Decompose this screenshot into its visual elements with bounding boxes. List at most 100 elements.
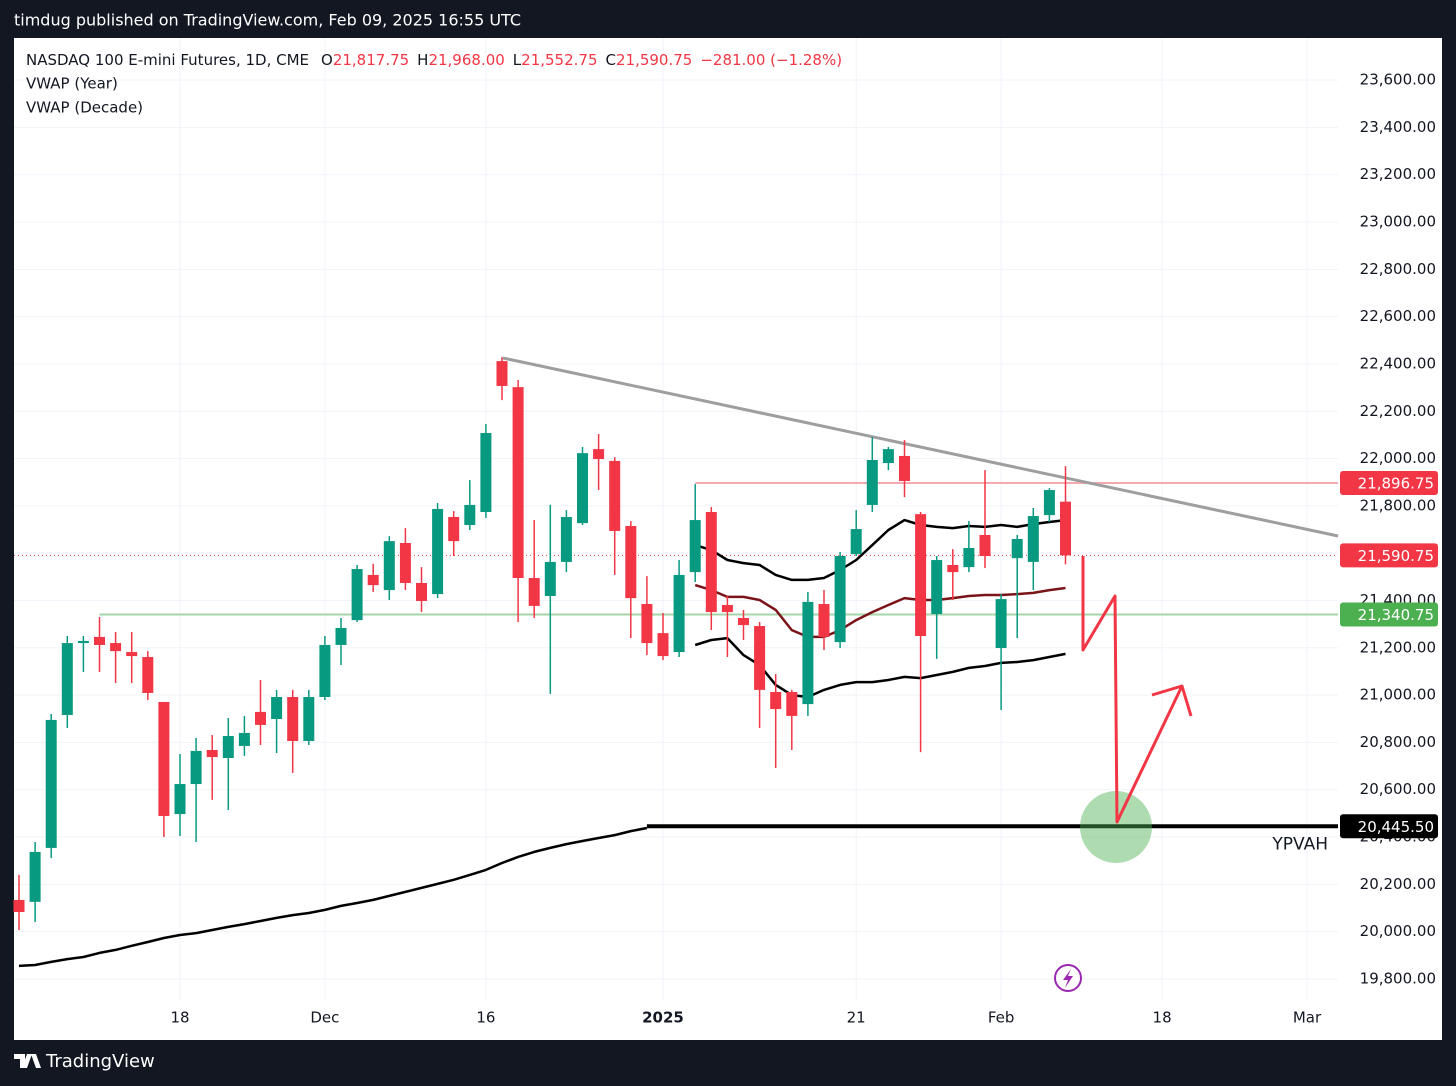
candle-body — [995, 599, 1007, 649]
candle-body — [657, 633, 669, 657]
x-tick-label: 16 — [476, 1009, 495, 1027]
candle-body — [222, 736, 234, 759]
brand-logo: TradingView — [14, 1051, 155, 1072]
candle-body — [77, 640, 89, 644]
candle-body — [963, 547, 975, 568]
y-tick-label: 20,600.00 — [1360, 780, 1436, 798]
x-tick-label: 18 — [170, 1009, 189, 1027]
y-tick-label: 23,400.00 — [1360, 118, 1436, 136]
indicator-label: VWAP (Year) — [26, 75, 118, 93]
x-tick-label: 18 — [1153, 1009, 1172, 1027]
candle-body — [399, 543, 411, 583]
price-label-box — [1340, 602, 1438, 627]
legend-key: H — [417, 51, 428, 69]
candle-body — [866, 459, 878, 505]
candle-body — [335, 627, 347, 645]
candle-body — [705, 512, 717, 613]
candle-body — [416, 582, 427, 601]
candle-body — [641, 604, 653, 644]
legend-change: −281.00 (−1.28%) — [700, 51, 842, 69]
candle-body — [770, 692, 782, 710]
candle-body — [802, 601, 814, 705]
y-tick-label: 20,200.00 — [1360, 875, 1436, 893]
candle-body — [1060, 501, 1071, 556]
y-tick-label: 20,800.00 — [1360, 733, 1436, 751]
candle-body — [303, 696, 315, 741]
vwap-upper-band — [694, 518, 1066, 582]
candle-body — [609, 460, 621, 531]
candle-body — [383, 541, 395, 591]
symbol-legend: NASDAQ 100 E-mini Futures, 1D, CME O21,81… — [26, 51, 842, 69]
price-label: 20,445.50 — [1358, 818, 1434, 836]
price-label: 21,896.75 — [1358, 474, 1434, 492]
legend-key: O — [321, 51, 333, 69]
legend-value: 21,968.00 — [428, 51, 504, 69]
projection-arrow — [1081, 556, 1184, 824]
candle-body — [512, 387, 524, 579]
y-tick-label: 22,800.00 — [1360, 260, 1436, 278]
x-tick-label: Feb — [988, 1009, 1015, 1027]
y-tick-label: 23,600.00 — [1360, 71, 1436, 89]
candle-body — [351, 569, 363, 621]
candle-body — [158, 701, 170, 816]
candle-body — [255, 711, 266, 725]
candle-body — [126, 652, 138, 657]
candle-body — [29, 851, 41, 902]
price-axis: 23,600.00 23,400.00 23,200.00 23,000.00 22,8… — [170, 71, 1438, 1027]
y-tick-label: 20,000.00 — [1360, 922, 1436, 940]
alert-bolt — [1063, 969, 1073, 988]
candle-body — [915, 514, 927, 636]
candle-body — [593, 449, 605, 460]
candle-body — [721, 604, 733, 613]
x-tick-label: Dec — [310, 1009, 339, 1027]
x-tick-label: Mar — [1293, 1009, 1322, 1027]
trend-line — [502, 356, 1339, 538]
drawings — [502, 356, 1339, 538]
target-zone — [1080, 791, 1152, 863]
brand-name: TradingView — [45, 1051, 155, 1072]
indicator-label: VWAP (Decade) — [26, 99, 143, 117]
price-label: 21,590.75 — [1358, 547, 1434, 565]
y-tick-label: 22,600.00 — [1360, 307, 1436, 325]
legend-key: C — [606, 51, 616, 69]
candle-body — [818, 604, 830, 637]
candle-body — [754, 626, 766, 690]
alert-icon — [1054, 964, 1082, 992]
candle-body — [834, 556, 846, 643]
candle-body — [432, 508, 444, 595]
y-tick-label: 22,200.00 — [1360, 402, 1436, 420]
legend-key: L — [513, 51, 522, 69]
candle-body — [560, 516, 572, 562]
vwap-line — [694, 583, 1066, 639]
arrow-head — [1151, 684, 1193, 717]
candle-body — [1027, 516, 1039, 562]
price-label-box — [1340, 543, 1438, 568]
projection — [1080, 556, 1193, 863]
candle-body — [61, 643, 73, 715]
candle-body — [544, 561, 556, 596]
candle-body — [496, 361, 508, 386]
candle-body — [850, 529, 862, 555]
legend-value: 21,552.75 — [521, 51, 597, 69]
candle-body — [206, 749, 218, 758]
candle-body — [625, 525, 637, 599]
plot — [13, 357, 1071, 968]
vwap-line — [18, 826, 648, 968]
candle-body — [577, 453, 588, 524]
candle-body — [142, 657, 154, 693]
candle-body — [287, 696, 299, 741]
y-tick-label: 23,200.00 — [1360, 165, 1436, 183]
y-tick-label: 22,400.00 — [1360, 354, 1436, 372]
candle-body — [882, 449, 894, 464]
candle-body — [899, 455, 910, 482]
level-note: YPVAH — [1271, 834, 1328, 854]
publisher-line: timdug published on TradingView.com, Feb… — [14, 11, 521, 30]
candle-body — [1043, 490, 1055, 516]
candle-body — [947, 565, 959, 573]
candle-body — [110, 643, 122, 652]
grid — [14, 38, 1338, 1000]
candle-body — [738, 617, 749, 626]
candle-body — [1011, 538, 1023, 559]
